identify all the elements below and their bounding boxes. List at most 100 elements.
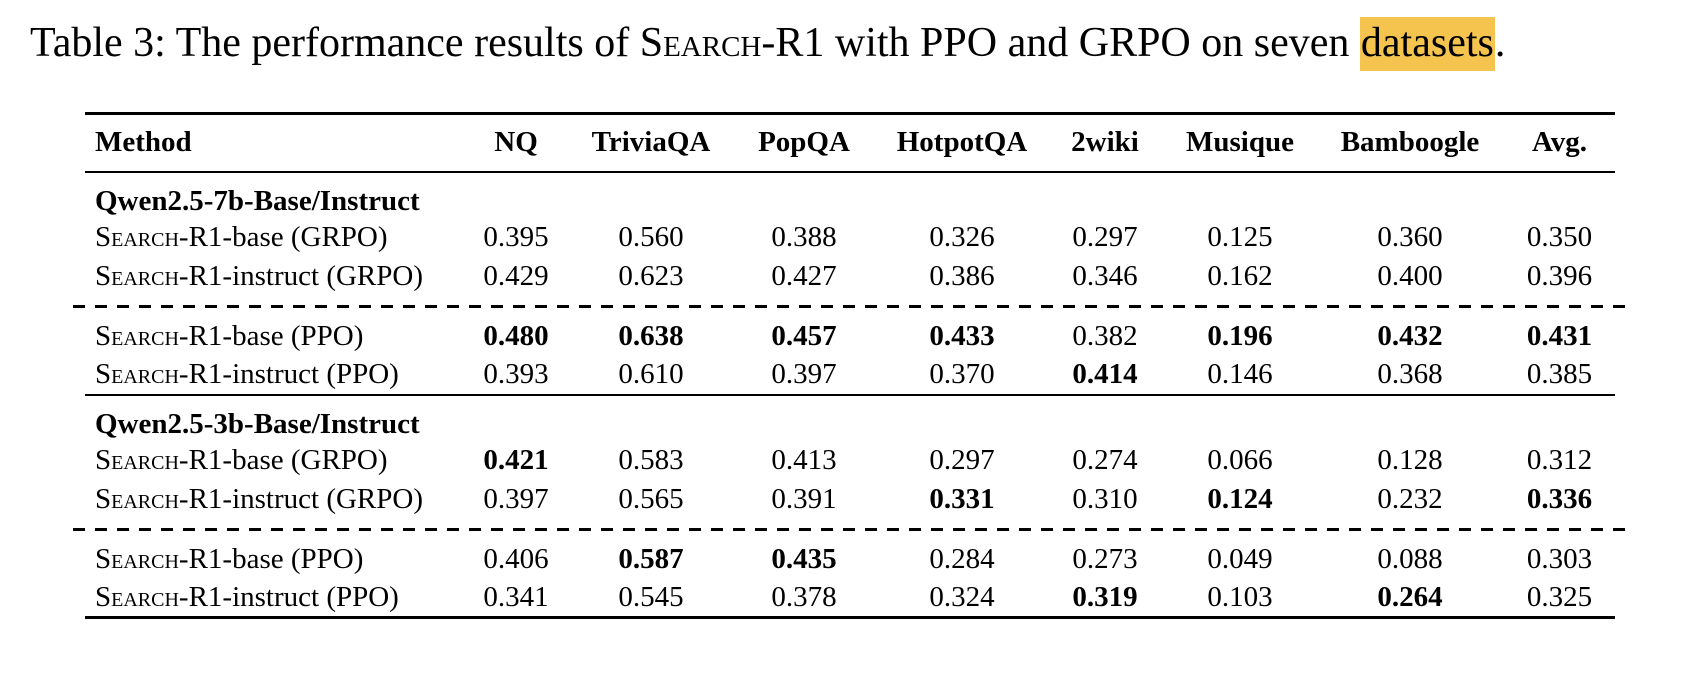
- column-header-nq: NQ: [460, 113, 572, 173]
- value-cell: 0.103: [1207, 580, 1273, 613]
- value-cell: 0.324: [929, 580, 995, 613]
- value-cell: 0.124: [1207, 482, 1273, 515]
- table-caption: Table 3: The performance results of Sear…: [30, 16, 1506, 71]
- dashed-line: [73, 304, 1627, 308]
- dashed-separator: [73, 296, 1627, 317]
- method-label: Search-R1-base (PPO): [85, 317, 460, 356]
- method-smallcaps: Search: [95, 319, 179, 352]
- value-cell: 0.049: [1207, 542, 1273, 575]
- value-cell: 0.400: [1377, 259, 1443, 292]
- value-cell: 0.421: [483, 443, 549, 476]
- dashed-separator: [73, 519, 1627, 540]
- table-row: Search-R1-base (PPO) 0.406 0.587 0.435 0…: [85, 540, 1615, 579]
- value-cell: 0.264: [1377, 580, 1443, 613]
- value-cell: 0.128: [1377, 443, 1443, 476]
- value-cell: 0.336: [1526, 482, 1593, 515]
- value-cell: 0.088: [1377, 542, 1443, 575]
- method-smallcaps: Search: [95, 259, 179, 292]
- value-cell: 0.303: [1526, 542, 1593, 575]
- value-cell: 0.350: [1526, 220, 1593, 253]
- value-cell: 0.325: [1526, 580, 1593, 613]
- header-row: Method NQ TriviaQA PopQA HotpotQA 2wiki …: [85, 113, 1615, 173]
- value-cell: 0.319: [1072, 580, 1138, 613]
- value-cell: 0.414: [1072, 358, 1138, 390]
- value-cell: 0.331: [929, 482, 995, 515]
- column-header-popqa: PopQA: [730, 113, 878, 173]
- value-cell: 0.326: [929, 220, 995, 253]
- caption-text: .: [1494, 20, 1506, 66]
- value-cell: 0.388: [771, 220, 837, 253]
- section-qwen3b: Qwen2.5-3b-Base/Instruct Search-R1-base …: [73, 395, 1627, 618]
- value-cell: 0.341: [483, 580, 549, 613]
- value-cell: 0.480: [483, 319, 549, 352]
- value-cell: 0.370: [929, 358, 995, 390]
- value-cell: 0.432: [1377, 319, 1443, 352]
- method-smallcaps: Search: [95, 580, 179, 613]
- value-cell: 0.391: [771, 482, 837, 515]
- caption-smallcaps-search-r1: Search: [639, 20, 762, 66]
- column-header-musique: Musique: [1164, 113, 1316, 173]
- value-cell: 0.393: [483, 358, 549, 390]
- method-rest: -R1-instruct (GRPO): [178, 259, 423, 292]
- value-cell: 0.638: [618, 319, 684, 352]
- column-header-2wiki: 2wiki: [1046, 113, 1164, 173]
- value-cell: 0.297: [1072, 220, 1138, 253]
- value-cell: 0.360: [1377, 220, 1443, 253]
- method-smallcaps: Search: [95, 542, 179, 575]
- value-cell: 0.382: [1072, 319, 1138, 352]
- results-table: Method NQ TriviaQA PopQA HotpotQA 2wiki …: [73, 112, 1627, 619]
- value-cell: 0.232: [1377, 482, 1443, 515]
- value-cell: 0.431: [1526, 319, 1593, 352]
- column-header-hotpotqa: HotpotQA: [878, 113, 1046, 173]
- value-cell: 0.386: [929, 259, 995, 292]
- method-label: Search-R1-instruct (PPO): [85, 356, 460, 395]
- value-cell: 0.196: [1207, 319, 1273, 352]
- method-smallcaps: Search: [95, 358, 179, 390]
- section-header-row: Qwen2.5-3b-Base/Instruct: [85, 395, 1615, 441]
- value-cell: 0.560: [618, 220, 684, 253]
- value-cell: 0.312: [1526, 443, 1593, 476]
- value-cell: 0.406: [483, 542, 549, 575]
- method-rest: -R1-instruct (PPO): [178, 358, 399, 390]
- value-cell: 0.273: [1072, 542, 1138, 575]
- value-cell: 0.429: [483, 259, 549, 292]
- column-header-avg: Avg.: [1504, 113, 1615, 173]
- value-cell: 0.427: [771, 259, 837, 292]
- value-cell: 0.457: [771, 319, 837, 352]
- table-header: Method NQ TriviaQA PopQA HotpotQA 2wiki …: [85, 113, 1615, 173]
- table-row: Search-R1-instruct (PPO) 0.393 0.610 0.3…: [85, 356, 1615, 395]
- value-cell: 0.346: [1072, 259, 1138, 292]
- value-cell: 0.397: [771, 358, 837, 390]
- performance-table: Method NQ TriviaQA PopQA HotpotQA 2wiki …: [73, 112, 1627, 619]
- value-cell: 0.413: [771, 443, 837, 476]
- table-row: Search-R1-instruct (GRPO) 0.397 0.565 0.…: [85, 480, 1615, 519]
- highlighted-text: datasets: [1359, 17, 1495, 71]
- value-cell: 0.274: [1072, 443, 1138, 476]
- method-rest: -R1-base (PPO): [178, 542, 364, 575]
- method-rest: -R1-base (GRPO): [178, 220, 388, 253]
- method-smallcaps: Search: [95, 443, 179, 476]
- value-cell: 0.610: [618, 358, 684, 390]
- value-cell: 0.433: [929, 319, 995, 352]
- value-cell: 0.583: [618, 443, 684, 476]
- method-label: Search-R1-instruct (GRPO): [85, 480, 460, 519]
- value-cell: 0.397: [483, 482, 549, 515]
- value-cell: 0.385: [1526, 358, 1593, 390]
- value-cell: 0.435: [771, 542, 837, 575]
- table-row: Search-R1-base (GRPO) 0.395 0.560 0.388 …: [85, 218, 1615, 257]
- column-header-bamboogle: Bamboogle: [1316, 113, 1504, 173]
- value-cell: 0.545: [618, 580, 684, 613]
- method-smallcaps: Search: [95, 482, 179, 515]
- method-rest: -R1-instruct (GRPO): [178, 482, 423, 515]
- section-header-label: Qwen2.5-3b-Base/Instruct: [95, 407, 420, 440]
- section-header-row: Qwen2.5-7b-Base/Instruct: [85, 172, 1615, 218]
- table-row: Search-R1-base (GRPO) 0.421 0.583 0.413 …: [85, 441, 1615, 480]
- method-label: Search-R1-base (PPO): [85, 540, 460, 579]
- value-cell: 0.623: [618, 259, 684, 292]
- caption-text: Table 3: The performance results of: [30, 20, 640, 66]
- method-label: Search-R1-instruct (PPO): [85, 579, 460, 618]
- value-cell: 0.310: [1072, 482, 1138, 515]
- value-cell: 0.368: [1377, 358, 1443, 390]
- method-label: Search-R1-instruct (GRPO): [85, 257, 460, 296]
- method-smallcaps: Search: [95, 220, 179, 253]
